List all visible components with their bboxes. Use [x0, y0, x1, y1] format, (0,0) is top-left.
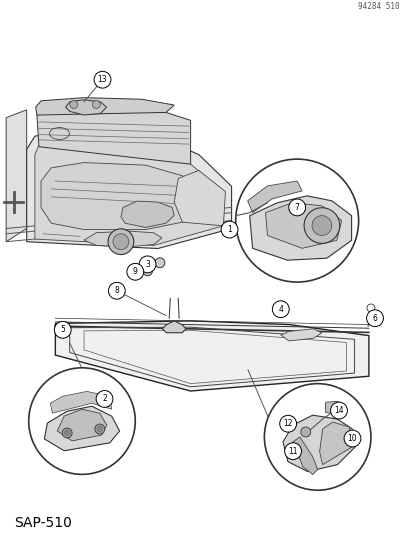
Circle shape [366, 310, 382, 327]
Circle shape [139, 256, 156, 273]
Text: 5: 5 [60, 325, 65, 334]
Circle shape [235, 159, 358, 282]
Text: 1: 1 [227, 225, 231, 234]
Polygon shape [50, 391, 112, 413]
Polygon shape [55, 321, 368, 391]
Polygon shape [36, 98, 174, 115]
Polygon shape [265, 203, 341, 248]
Polygon shape [162, 321, 185, 333]
Circle shape [311, 216, 331, 236]
Text: 2: 2 [102, 394, 107, 403]
Circle shape [126, 263, 143, 280]
Circle shape [62, 428, 72, 438]
Circle shape [366, 304, 374, 312]
Text: 7: 7 [294, 203, 299, 212]
Circle shape [221, 221, 237, 238]
Polygon shape [249, 196, 351, 260]
Circle shape [343, 430, 360, 447]
Text: 11: 11 [287, 447, 297, 456]
Text: 13: 13 [97, 75, 107, 84]
Circle shape [96, 391, 113, 407]
Polygon shape [121, 201, 174, 228]
Polygon shape [26, 127, 231, 248]
Polygon shape [247, 181, 301, 213]
Circle shape [108, 229, 133, 255]
Circle shape [264, 384, 370, 490]
Text: 14: 14 [333, 406, 343, 415]
Circle shape [94, 71, 111, 88]
Text: 6: 6 [372, 314, 377, 322]
Circle shape [54, 321, 71, 338]
Polygon shape [35, 140, 223, 245]
Polygon shape [319, 422, 351, 465]
Polygon shape [44, 406, 119, 451]
Circle shape [64, 431, 69, 435]
Polygon shape [292, 437, 317, 474]
Polygon shape [282, 415, 354, 472]
Polygon shape [65, 100, 106, 115]
Circle shape [95, 424, 104, 434]
Circle shape [70, 101, 78, 108]
Text: SAP-510: SAP-510 [14, 516, 72, 530]
Circle shape [113, 234, 128, 249]
Text: 12: 12 [283, 419, 292, 428]
Polygon shape [41, 163, 198, 230]
Circle shape [97, 426, 102, 432]
Circle shape [279, 415, 296, 432]
Polygon shape [6, 110, 26, 241]
Circle shape [28, 368, 135, 474]
Polygon shape [325, 401, 344, 415]
Circle shape [142, 266, 152, 276]
Circle shape [304, 208, 339, 244]
Text: 94284 510: 94284 510 [357, 2, 399, 11]
Text: 10: 10 [347, 434, 356, 443]
Polygon shape [280, 329, 321, 341]
Text: 4: 4 [278, 305, 282, 314]
Polygon shape [37, 107, 190, 164]
Circle shape [330, 402, 347, 419]
Text: 9: 9 [133, 267, 138, 276]
Circle shape [300, 427, 310, 437]
Text: 8: 8 [114, 286, 119, 295]
Circle shape [288, 199, 305, 216]
Circle shape [154, 258, 164, 268]
Circle shape [108, 282, 125, 299]
Circle shape [272, 301, 289, 318]
Polygon shape [84, 231, 161, 247]
Text: 3: 3 [145, 260, 150, 269]
Circle shape [284, 443, 301, 459]
Polygon shape [57, 409, 107, 441]
Circle shape [92, 101, 100, 108]
Polygon shape [174, 171, 225, 226]
